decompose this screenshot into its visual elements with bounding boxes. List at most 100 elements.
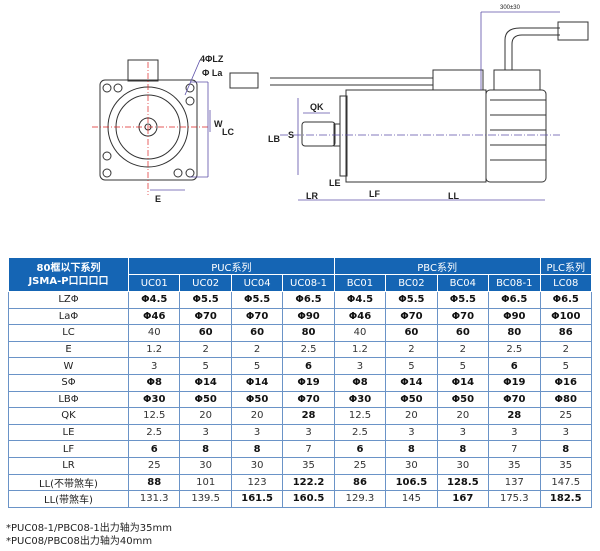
table-cell: 20 [436, 407, 490, 425]
table-cell: 25 [539, 407, 592, 425]
table-cell: 20 [230, 407, 284, 425]
row-label: SΦ [8, 373, 129, 392]
table-cell: 2 [230, 340, 284, 359]
table-cell: Φ8 [127, 373, 181, 392]
table-cell: 6 [333, 440, 387, 458]
table-cell: 88 [127, 473, 181, 492]
table-cell: 30 [385, 456, 438, 475]
label-e: E [155, 194, 161, 204]
table-cell: 30 [179, 456, 232, 475]
table-cell: 167 [436, 490, 490, 508]
table-cell: Φ50 [230, 390, 284, 409]
table-cell: Φ100 [539, 307, 592, 326]
table-cell: Φ5.5 [385, 291, 438, 309]
table-cell: 1.2 [333, 340, 387, 359]
table-cell: 35 [282, 456, 335, 475]
row-label: LL(不带煞车) [8, 473, 129, 492]
table-row: LL(不带煞车) 88 101 123 122.2 86 106.5 128.5 137 147.… [8, 473, 592, 492]
table-cell: 20 [179, 407, 232, 425]
table-cell: 160.5 [282, 490, 335, 508]
table-cell: Φ14 [385, 373, 438, 392]
table-cell: 35 [488, 456, 541, 475]
table-cell: Φ4.5 [333, 291, 387, 309]
table-row: E 1.2 2 2 2.5 1.2 2 2 2.5 2 [8, 340, 592, 359]
table-cell: Φ90 [488, 307, 541, 326]
table-row: SΦ Φ8 Φ14 Φ14 Φ19 Φ8 Φ14 Φ14 Φ19 Φ16 [8, 373, 592, 392]
model-header: UC02 [179, 274, 232, 292]
table-cell: 2.5 [282, 340, 335, 359]
table-cell: 106.5 [385, 473, 438, 492]
table-cell: 6 [282, 357, 335, 375]
table-cell: Φ50 [436, 390, 490, 409]
table-cell: Φ6.5 [488, 291, 541, 309]
table-cell: Φ19 [282, 373, 335, 392]
table-row: LZΦ Φ4.5 Φ5.5 Φ5.5 Φ6.5 Φ4.5 Φ5.5 Φ5.5 Φ6.5 Φ6.5 [8, 291, 592, 309]
table-cell: 123 [230, 473, 284, 492]
table-corner-header: 80框以下系列 JSMA-P口口口口 [8, 257, 129, 292]
table-cell: 2 [385, 340, 438, 359]
table-cell: 101 [179, 473, 232, 492]
motor-dimension-drawing: 4ΦLZ Φ La W LC E QK S LB LE LF LR LL 300… [92, 5, 589, 204]
table-cell: Φ50 [179, 390, 232, 409]
row-label: LZΦ [8, 291, 129, 309]
spec-table: 80框以下系列 JSMA-P口口口口 PUC系列 PBC系列 PLC系列 UC01 U… [8, 257, 592, 508]
footnotes: *PUC08-1/PBC08-1出力轴为35mm *PUC08/PBC08出力轴… [6, 522, 172, 548]
table-row: LC 40 60 60 80 40 60 60 80 86 [8, 324, 592, 342]
model-header: UC08-1 [282, 274, 335, 292]
model-header: UC01 [127, 274, 181, 292]
table-cell: 2 [539, 340, 592, 359]
table-cell: Φ4.5 [127, 291, 181, 309]
table-cell: 5 [179, 357, 232, 375]
model-header: UC04 [230, 274, 284, 292]
corner-line-1: 80框以下系列 [36, 262, 101, 274]
table-cell: 7 [488, 440, 541, 458]
label-la: Φ La [202, 68, 223, 78]
table-cell: 161.5 [230, 490, 284, 508]
table-cell: 6 [488, 357, 541, 375]
label-le: LE [329, 178, 341, 188]
model-header: LC08 [539, 274, 592, 292]
row-label: LBΦ [8, 390, 129, 409]
row-label: LaΦ [8, 307, 129, 326]
table-cell: 8 [230, 440, 284, 458]
table-cell: Φ50 [385, 390, 438, 409]
table-cell: Φ5.5 [230, 291, 284, 309]
table-row: LR 25 30 30 35 25 30 30 35 35 [8, 456, 592, 475]
table-cell: 30 [436, 456, 490, 475]
table-cell: 145 [385, 490, 438, 508]
table-cell: 5 [436, 357, 490, 375]
row-label: E [8, 340, 129, 359]
table-cell: 20 [385, 407, 438, 425]
table-cell: 5 [539, 357, 592, 375]
table-cell: 3 [179, 423, 232, 442]
table-cell: 122.2 [282, 473, 335, 492]
table-cell: Φ46 [333, 307, 387, 326]
table-cell: 129.3 [333, 490, 387, 508]
model-header: BC04 [436, 274, 490, 292]
table-cell: Φ80 [539, 390, 592, 409]
front-view [99, 59, 198, 181]
row-label: LF [8, 440, 129, 458]
table-cell: 3 [385, 423, 438, 442]
table-cell: 175.3 [488, 490, 541, 508]
table-cell: 139.5 [179, 490, 232, 508]
table-cell: Φ19 [488, 373, 541, 392]
table-cell: 5 [385, 357, 438, 375]
table-cell: 8 [179, 440, 232, 458]
table-cell: 86 [333, 473, 387, 492]
table-cell: 60 [230, 324, 284, 342]
series-group-header: PUC系列 [128, 257, 335, 275]
table-cell: 25 [333, 456, 387, 475]
table-row: LBΦ Φ30 Φ50 Φ50 Φ70 Φ30 Φ50 Φ50 Φ70 Φ80 [8, 390, 592, 409]
row-label: LR [8, 456, 129, 475]
table-cell: 6 [127, 440, 181, 458]
row-label: W [8, 357, 129, 375]
table-cell: 30 [230, 456, 284, 475]
table-cell: 8 [436, 440, 490, 458]
table-row: LE 2.5 3 3 3 2.5 3 3 3 3 [8, 423, 592, 442]
table-cell: 86 [539, 324, 592, 342]
row-label: LC [8, 324, 129, 342]
table-cell: Φ5.5 [436, 291, 490, 309]
table-row: LaΦ Φ46 Φ70 Φ70 Φ90 Φ46 Φ70 Φ70 Φ90 Φ100 [8, 307, 592, 326]
